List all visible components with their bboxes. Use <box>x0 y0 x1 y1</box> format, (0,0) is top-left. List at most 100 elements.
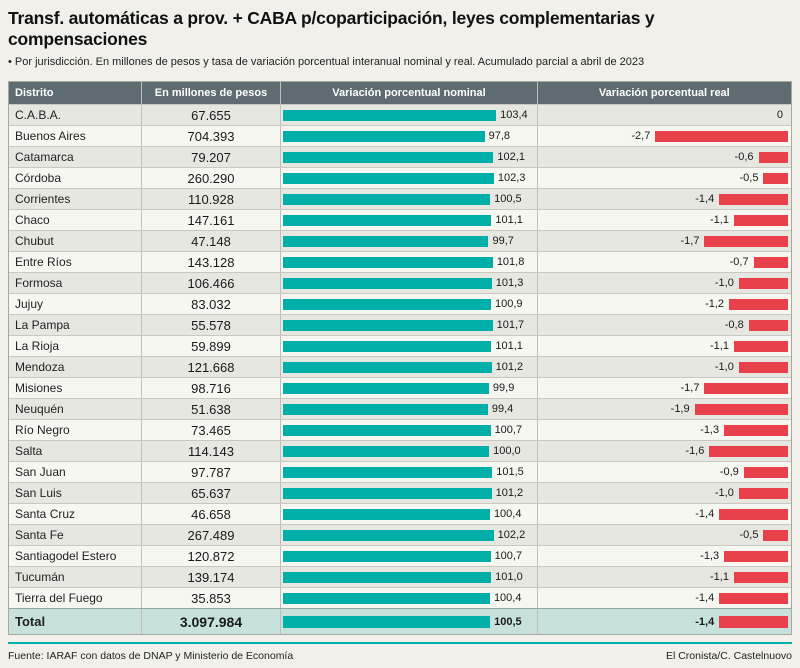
amount-value: 143.128 <box>140 252 281 272</box>
nominal-bar <box>283 361 492 373</box>
real-cell: -0,7 <box>536 252 791 272</box>
real-bar <box>729 298 788 310</box>
nominal-value-label: 100,5 <box>494 193 522 205</box>
amount-value: 65.637 <box>140 483 281 503</box>
district-label: San Juan <box>15 465 66 479</box>
nominal-bar <box>283 109 497 121</box>
nominal-value-label: 101,5 <box>496 466 524 478</box>
district-label: Catamarca <box>15 150 74 164</box>
real-value-label: -1,1 <box>709 340 729 352</box>
district-label: Neuquén <box>15 402 64 416</box>
nominal-cell: 100,0 <box>280 441 536 461</box>
real-bar <box>709 445 788 457</box>
real-value-label: -1,1 <box>709 214 729 226</box>
nominal-cell: 97,8 <box>280 126 536 146</box>
nominal-bar <box>283 340 492 352</box>
nominal-cell: 99,4 <box>280 399 536 419</box>
nominal-cell: 102,3 <box>280 168 536 188</box>
nominal-bar <box>283 529 494 541</box>
nominal-value-label: 97,8 <box>488 130 511 142</box>
nominal-cell: 100,5 <box>280 189 536 209</box>
real-value-label: -1,2 <box>705 298 725 310</box>
real-cell: -0,5 <box>536 525 791 545</box>
amount-value: 83.032 <box>140 294 281 314</box>
real-cell: -0,5 <box>536 168 791 188</box>
real-cell: -1,9 <box>536 399 791 419</box>
table-row: Córdoba 260.290 102,3 -0,5 <box>9 167 791 188</box>
real-value-label: -0,5 <box>739 172 759 184</box>
nominal-bar <box>283 151 494 163</box>
real-cell: -1,1 <box>536 210 791 230</box>
amount-value: 47.148 <box>140 231 281 251</box>
real-value-label: -1,0 <box>714 361 734 373</box>
real-value-label: -1,7 <box>680 382 700 394</box>
table-row: Buenos Aires 704.393 97,8 -2,7 <box>9 125 791 146</box>
real-value-label: -1,7 <box>680 235 700 247</box>
real-value-label: -0,5 <box>739 529 759 541</box>
district-label: Mendoza <box>15 360 65 374</box>
nominal-value-label: 101,2 <box>495 361 524 373</box>
amount-value: 67.655 <box>140 105 281 125</box>
nominal-cell: 101,0 <box>280 567 536 587</box>
real-cell: -1,3 <box>536 420 791 440</box>
nominal-bar <box>283 466 493 478</box>
nominal-cell: 100,5 <box>280 609 536 634</box>
nominal-value-label: 101,0 <box>495 571 523 583</box>
nominal-cell: 102,1 <box>280 147 536 167</box>
real-bar <box>733 340 788 352</box>
real-cell: -1,7 <box>536 378 791 398</box>
district-label: C.A.B.A. <box>15 108 62 122</box>
real-cell: -1,4 <box>536 588 791 608</box>
real-cell: -1,4 <box>536 189 791 209</box>
nominal-value-label: 101,7 <box>496 319 525 331</box>
table-row: Entre Ríos 143.128 101,8 -0,7 <box>9 251 791 272</box>
table-row: San Luis 65.637 101,2 -1,0 <box>9 482 791 503</box>
nominal-cell: 100,9 <box>280 294 536 314</box>
footer: Fuente: IARAF con datos de DNAP y Minist… <box>8 642 792 662</box>
real-value-label: -1,4 <box>695 592 715 604</box>
district-label: Total <box>15 614 46 629</box>
amount-value: 55.578 <box>140 315 281 335</box>
nominal-cell: 102,2 <box>280 525 536 545</box>
table-total-row: Total 3.097.984 100,5 -1,4 <box>9 608 791 634</box>
table-row: Mendoza 121.668 101,2 -1,0 <box>9 356 791 377</box>
nominal-bar <box>283 214 492 226</box>
nominal-cell: 101,5 <box>280 462 536 482</box>
district-label: Misiones <box>15 381 63 395</box>
real-cell: -0,9 <box>536 462 791 482</box>
real-value-label: -0,9 <box>719 466 739 478</box>
real-value-label: -1,3 <box>700 424 720 436</box>
district-label: Tierra del Fuego <box>15 591 103 605</box>
real-value-label: -1,1 <box>709 571 729 583</box>
amount-value: 106.466 <box>140 273 281 293</box>
nominal-cell: 101,7 <box>280 315 536 335</box>
table-row: La Rioja 59.899 101,1 -1,1 <box>9 335 791 356</box>
nominal-bar <box>283 487 492 499</box>
real-value-label: -0,6 <box>734 151 754 163</box>
table-row: Misiones 98.716 99,9 -1,7 <box>9 377 791 398</box>
real-value-label: -2,7 <box>631 130 651 142</box>
col-header-variacion-nominal: Variación porcentual nominal <box>280 82 536 104</box>
page-title: Transf. automáticas a prov. + CABA p/cop… <box>8 8 655 49</box>
nominal-value-label: 101,1 <box>495 340 523 352</box>
amount-value: 46.658 <box>140 504 281 524</box>
amount-value: 704.393 <box>140 126 281 146</box>
amount-value: 120.872 <box>140 546 281 566</box>
table-row: C.A.B.A. 67.655 103,4 0 <box>9 104 791 125</box>
nominal-bar <box>283 424 491 436</box>
nominal-bar <box>283 550 491 562</box>
district-label: Formosa <box>15 276 63 290</box>
real-bar <box>763 529 788 541</box>
nominal-bar <box>283 571 492 583</box>
real-cell: -0,6 <box>536 147 791 167</box>
nominal-bar <box>283 193 491 205</box>
real-bar <box>733 214 788 226</box>
subtitle: • Por jurisdicción. En millones de pesos… <box>8 56 645 68</box>
real-cell: -1,4 <box>536 609 791 634</box>
table-row: Neuquén 51.638 99,4 -1,9 <box>9 398 791 419</box>
amount-value: 3.097.984 <box>140 609 281 634</box>
real-cell: -1,4 <box>536 504 791 524</box>
nominal-value-label: 100,5 <box>494 615 522 628</box>
amount-value: 98.716 <box>140 378 281 398</box>
nominal-value-label: 102,2 <box>497 529 526 541</box>
